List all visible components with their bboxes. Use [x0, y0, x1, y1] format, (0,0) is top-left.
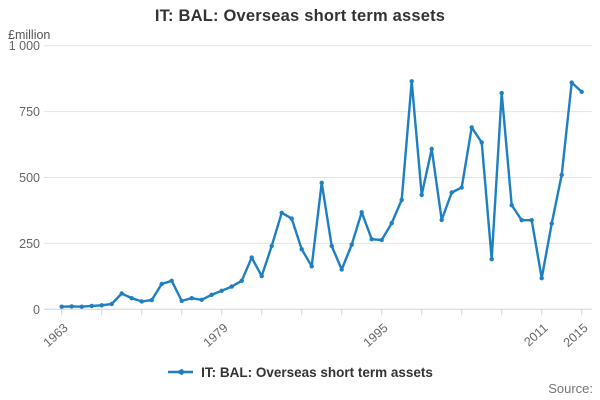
data-point-1989	[319, 180, 324, 185]
y-tick-label: 250	[19, 237, 40, 251]
data-point-1985	[279, 210, 284, 215]
data-point-1995	[379, 237, 384, 243]
data-point-1988	[309, 264, 314, 269]
y-tick-label: 750	[19, 105, 40, 119]
data-point-1977	[199, 297, 204, 302]
data-point-1963	[59, 304, 64, 309]
data-point-2012	[549, 221, 554, 226]
data-point-1973	[159, 281, 164, 287]
y-axis-unit-label: £million	[8, 28, 51, 42]
data-point-1978	[209, 292, 214, 297]
x-tick-label: 1995	[361, 321, 391, 350]
legend-series-label: IT: BAL: Overseas short term assets	[201, 364, 433, 380]
data-point-1982	[249, 255, 254, 260]
data-point-2006	[489, 257, 494, 262]
data-point-2010	[529, 218, 534, 223]
data-point-1968	[109, 301, 114, 307]
data-point-1981	[239, 278, 244, 283]
data-point-2000	[429, 146, 434, 152]
data-point-1986	[289, 216, 294, 221]
data-point-1991	[339, 267, 344, 272]
data-point-1992	[349, 242, 354, 247]
data-point-1967	[99, 303, 104, 308]
data-point-1979	[219, 288, 224, 293]
data-point-2009	[519, 218, 524, 223]
data-point-1971	[139, 299, 144, 304]
data-point-2001	[439, 217, 444, 223]
data-point-1996	[389, 220, 394, 226]
data-point-2008	[509, 203, 514, 208]
data-point-1966	[89, 303, 94, 309]
y-tick-label: 500	[19, 171, 40, 185]
data-point-2011	[539, 276, 544, 281]
x-tick-label: 1963	[41, 321, 71, 350]
data-point-1983	[259, 273, 264, 279]
data-point-2007	[499, 90, 504, 96]
legend-line-marker-icon	[168, 368, 194, 376]
data-point-1999	[419, 192, 424, 198]
y-tick-label: 0	[33, 303, 40, 317]
chart-title: IT: BAL: Overseas short term assets	[154, 7, 446, 25]
data-point-1990	[329, 243, 334, 249]
data-point-1974	[169, 278, 174, 283]
data-point-1970	[129, 296, 134, 301]
data-point-2013	[559, 172, 564, 178]
legend: IT: BAL: Overseas short term assets	[0, 362, 600, 382]
data-point-1972	[149, 297, 154, 303]
data-point-2004	[469, 125, 474, 130]
data-point-2002	[449, 190, 454, 195]
data-point-2014	[569, 80, 574, 85]
x-tick-label: 2011	[521, 321, 550, 349]
x-tick-label: 1979	[201, 321, 231, 350]
data-point-1984	[269, 243, 274, 249]
data-point-2003	[459, 185, 464, 190]
data-point-1993	[359, 210, 364, 215]
data-point-1976	[189, 296, 194, 301]
data-point-1964	[69, 304, 74, 309]
data-point-1965	[79, 304, 84, 309]
data-point-2015	[579, 89, 584, 95]
data-point-1987	[299, 247, 304, 252]
source-label: Source:	[548, 381, 593, 396]
data-point-1980	[229, 284, 234, 289]
data-point-1975	[179, 298, 184, 304]
data-point-1969	[119, 291, 124, 296]
x-tick-label: 2015	[561, 321, 591, 350]
y-tick-label: 1 000	[9, 39, 40, 53]
data-point-1994	[369, 237, 374, 242]
data-point-2005	[479, 140, 484, 145]
data-point-1998	[409, 79, 414, 84]
data-series-line	[60, 80, 583, 308]
legend-item[interactable]: IT: BAL: Overseas short term assets	[167, 365, 433, 380]
data-point-1997	[399, 197, 404, 203]
